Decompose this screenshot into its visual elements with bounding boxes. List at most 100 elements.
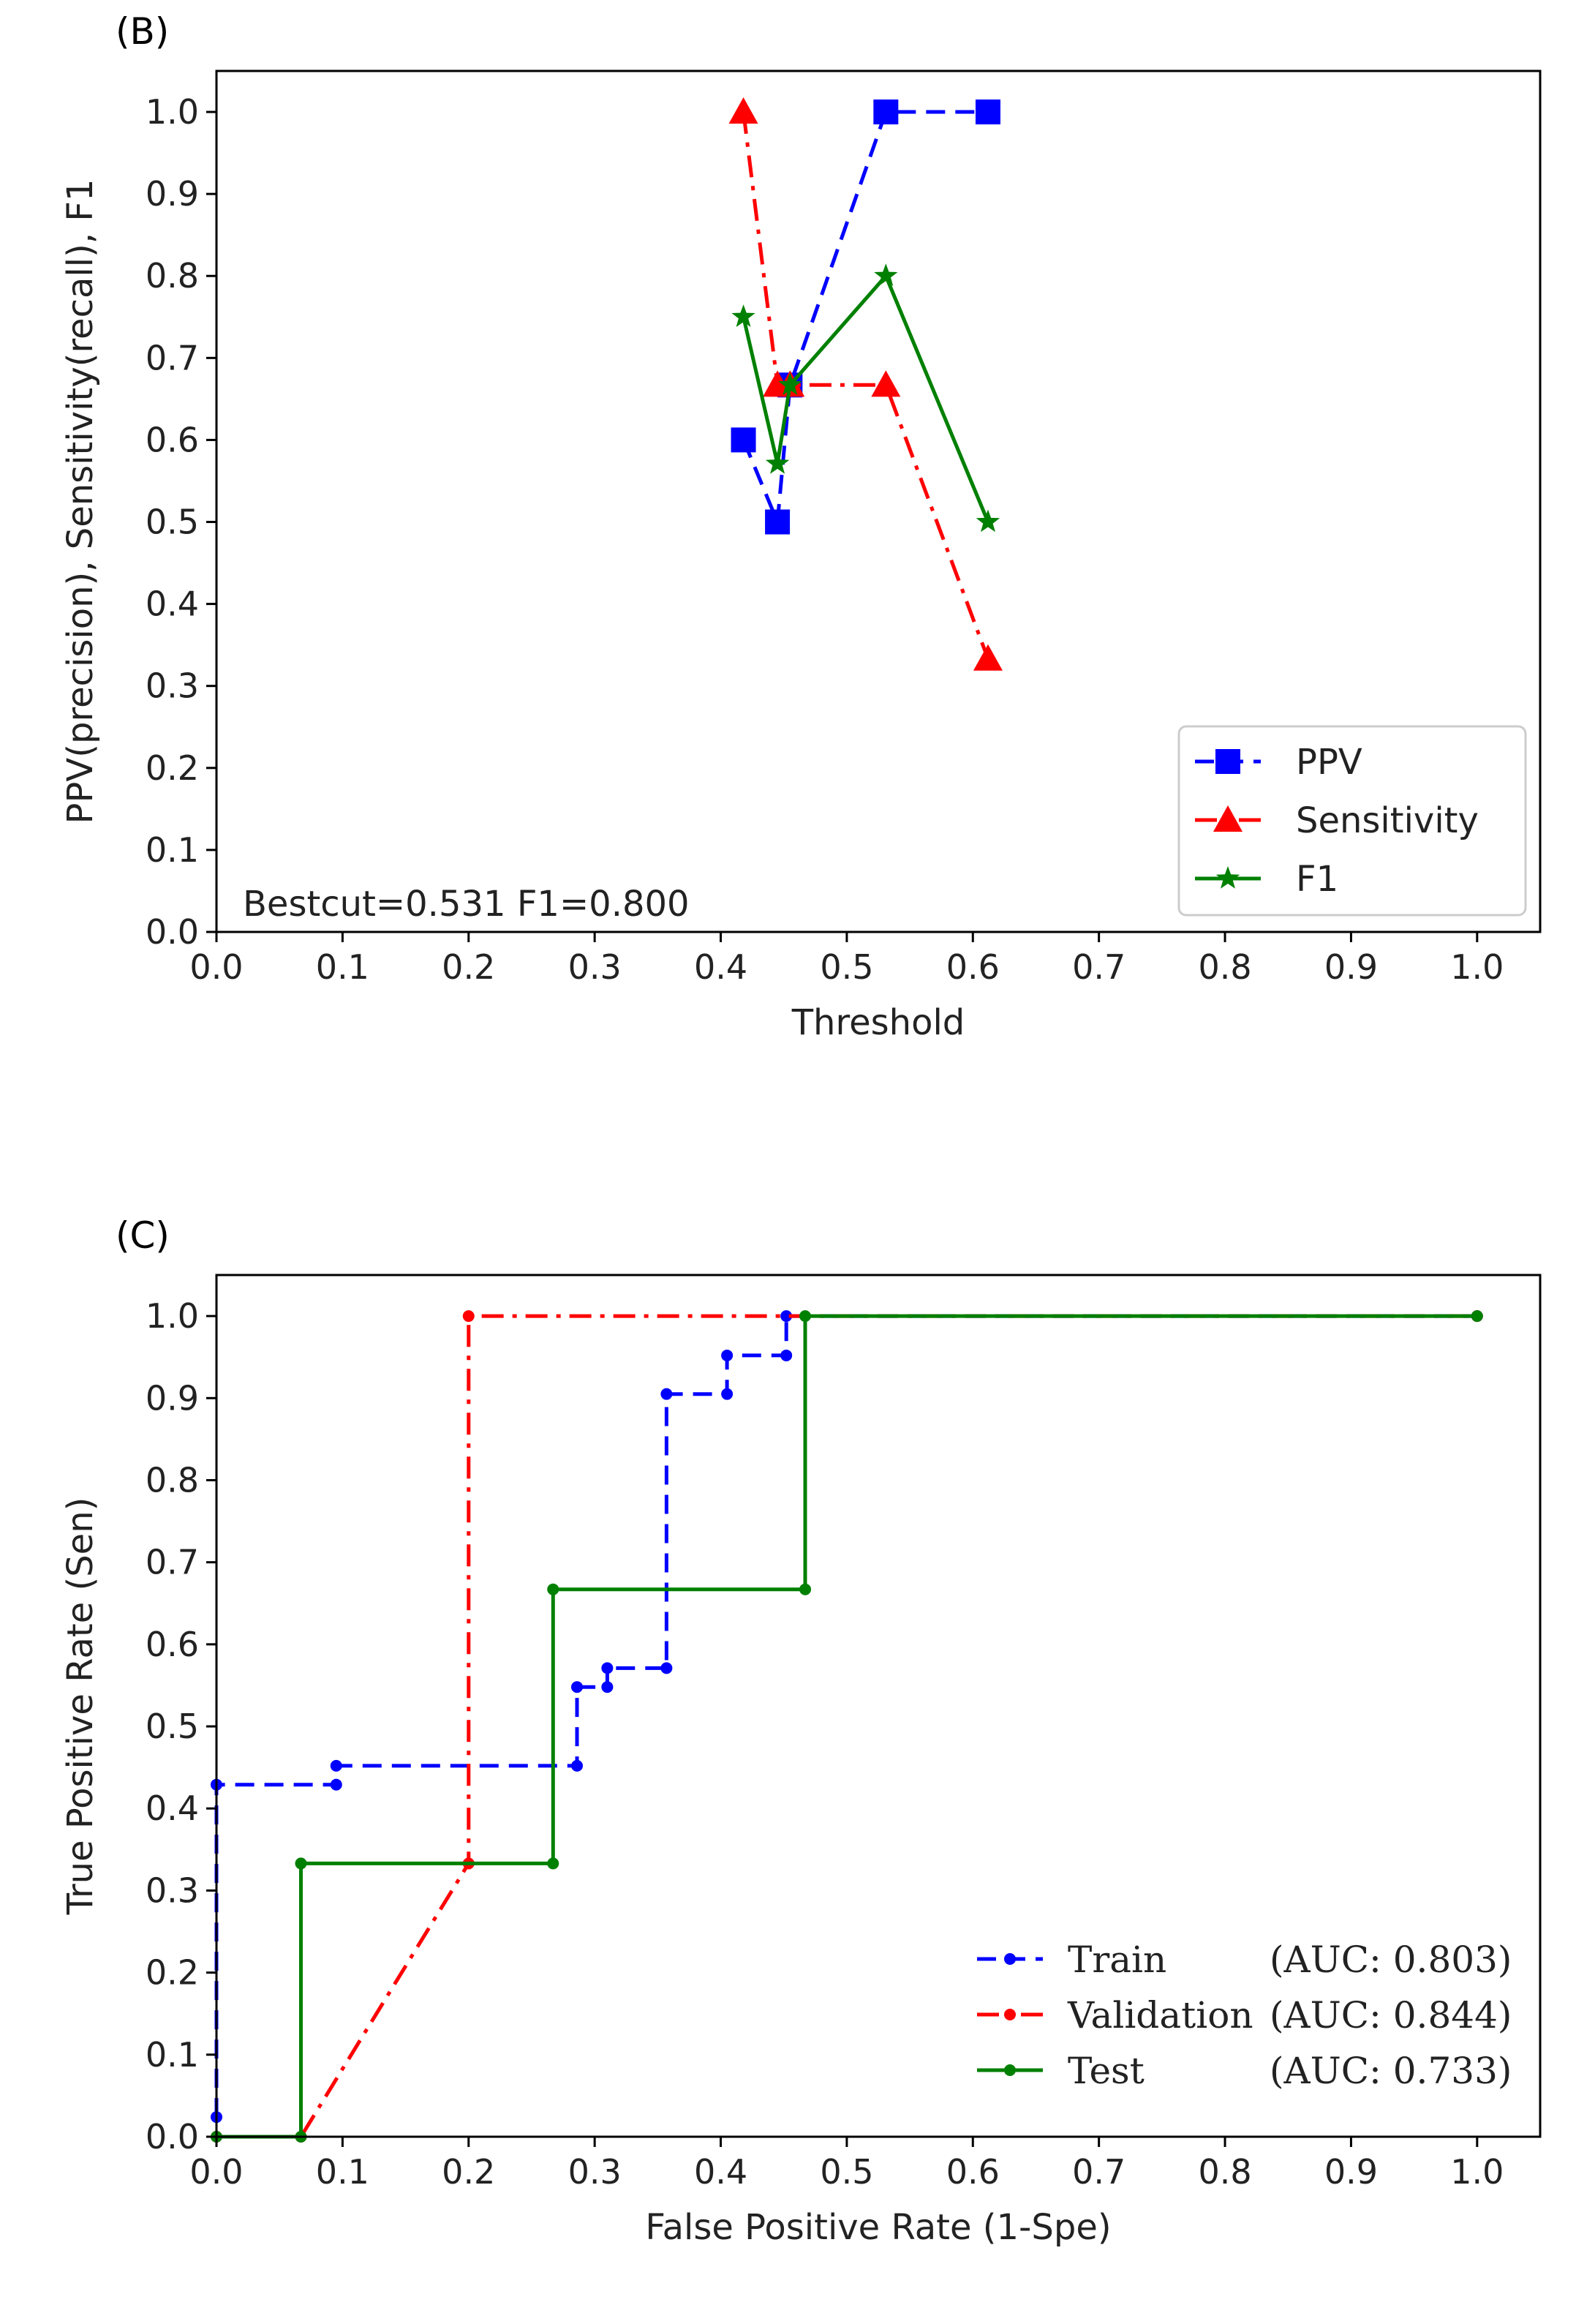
panel-b-ppv-point bbox=[873, 99, 899, 125]
panel-c-x-tick-label: 0.1 bbox=[316, 2152, 369, 2192]
panel-b-legend-f1-marker bbox=[1215, 866, 1240, 889]
panel-c-train-point bbox=[660, 1388, 673, 1400]
panel-c-validation-point bbox=[462, 1310, 475, 1323]
panel-c-test-line bbox=[216, 1314, 1477, 2139]
panel-c-y-tick-label: 0.6 bbox=[146, 1625, 199, 1664]
panel-c-x-tick-label: 0.8 bbox=[1198, 2152, 1251, 2192]
panel-b-f1-point bbox=[731, 304, 755, 327]
panel-c-test-point bbox=[295, 1857, 307, 1870]
panel-b-x-tick-label: 0.9 bbox=[1324, 947, 1378, 987]
panel-b-legend-ppv-marker bbox=[1215, 749, 1240, 774]
panel-c-legend-validation-auc: (AUC: 0.844) bbox=[1270, 1994, 1512, 2037]
panel-b-legend-f1-label: F1 bbox=[1296, 859, 1338, 900]
panel-b-y-tick-label: 0.3 bbox=[146, 666, 199, 706]
panel-c-test-point bbox=[799, 1583, 812, 1595]
panel-b-x-tick-label: 1.0 bbox=[1450, 947, 1504, 987]
panel-b-y-tick-label: 0.5 bbox=[146, 503, 199, 542]
panel-c-test-point bbox=[1471, 1310, 1483, 1323]
panel-c-legend-test-marker bbox=[1004, 2064, 1016, 2076]
panel-c-label: (C) bbox=[116, 1214, 170, 1257]
panel-b-x-tick-label: 0.1 bbox=[316, 947, 369, 987]
panel-b-f1-point bbox=[765, 451, 790, 474]
panel-b-ppv-point bbox=[975, 99, 1000, 125]
panel-c-legend-train-marker bbox=[1004, 1953, 1016, 1965]
panel-c: (C) 0.0 0.1 0.2 0.3 0.4 0.5 0.6 0.7 0.8 0.9 1.00.0… bbox=[60, 1214, 1542, 2248]
panel-b-ppv-point bbox=[765, 509, 791, 535]
panel-b-plot bbox=[728, 97, 1003, 671]
panel-c-y-tick-label: 0.3 bbox=[146, 1870, 199, 1910]
panel-c-x-tick-label: 0.3 bbox=[568, 2152, 622, 2192]
panel-c-x-axis-label: False Positive Rate (1-Spe) bbox=[645, 2207, 1111, 2248]
panel-c-x-tick-label: 0.5 bbox=[820, 2152, 873, 2192]
panel-c-y-tick-label: 0.8 bbox=[146, 1460, 199, 1500]
panel-c-test-point bbox=[547, 1857, 559, 1870]
panel-c-y-tick-label: 1.0 bbox=[146, 1296, 199, 1336]
panel-b-legend-sensitivity-marker bbox=[1213, 805, 1243, 832]
panel-c-y-tick-label: 0.4 bbox=[146, 1789, 199, 1828]
panel-c-legend-train-label: Train bbox=[1068, 1938, 1166, 1981]
panel-b-y-tick-label: 1.0 bbox=[146, 92, 199, 132]
panel-b-frame bbox=[215, 69, 1542, 933]
panel-b-y-tick-label: 0.2 bbox=[146, 748, 199, 788]
panel-c-x-tick-label: 0.6 bbox=[946, 2152, 1000, 2192]
panel-c-train-point bbox=[601, 1662, 614, 1674]
panel-b-sensitivity-line bbox=[742, 111, 990, 660]
panel-c-x-tick-label: 0.7 bbox=[1072, 2152, 1125, 2192]
panel-c-legend-test-auc: (AUC: 0.733) bbox=[1270, 2050, 1512, 2092]
panel-b-legend-sensitivity-label: Sensitivity bbox=[1296, 800, 1479, 841]
panel-b-x-tick-label: 0.8 bbox=[1198, 947, 1251, 987]
panel-c-legend-test-label: Test bbox=[1068, 2050, 1145, 2092]
panel-c-y-tick-label: 0.0 bbox=[146, 2117, 199, 2156]
panel-c-train-point bbox=[571, 1681, 584, 1693]
panel-c-x-tick-label: 0.0 bbox=[189, 2152, 243, 2192]
panel-b-ticks: 0.0 0.1 0.2 0.3 0.4 0.5 0.6 0.7 0.8 0.9 1.0 0.0 0.1 0… bbox=[146, 92, 1504, 987]
panel-c-x-tick-label: 0.4 bbox=[694, 2152, 747, 2192]
panel-c-test-point bbox=[547, 1583, 559, 1595]
panel-b-x-tick-label: 0.6 bbox=[946, 947, 1000, 987]
panel-b-label: (B) bbox=[116, 10, 169, 53]
panel-c-x-tick-label: 1.0 bbox=[1450, 2152, 1504, 2192]
panel-c-train-point bbox=[721, 1349, 734, 1361]
panel-c-y-tick-label: 0.7 bbox=[146, 1543, 199, 1582]
panel-c-ticks: 0.0 0.1 0.2 0.3 0.4 0.5 0.6 0.7 0.8 0.9 1.0 0.0 0.1 0… bbox=[146, 1296, 1504, 2192]
panel-b-legend-box bbox=[1177, 725, 1527, 917]
panel-c-train-point bbox=[780, 1349, 793, 1361]
panel-b-x-axis-label: Threshold bbox=[791, 1002, 965, 1043]
panel-c-y-tick-label: 0.2 bbox=[146, 1953, 199, 1993]
panel-b-x-tick-label: 0.3 bbox=[568, 947, 622, 987]
panel-c-train-point bbox=[660, 1662, 673, 1674]
panel-b-f1-point bbox=[874, 263, 898, 286]
panel-b-y-tick-label: 0.9 bbox=[146, 174, 199, 214]
panel-c-train-point bbox=[780, 1310, 793, 1323]
panel-c-legend: Train (AUC: 0.803) Validation (AUC: 0.844) T… bbox=[977, 1938, 1512, 2092]
panel-c-y-axis-label: True Positive Rate (Sen) bbox=[60, 1497, 101, 1916]
panel-b-x-tick-label: 0.5 bbox=[820, 947, 873, 987]
panel-c-x-tick-label: 0.2 bbox=[442, 2152, 495, 2192]
panel-b-ppv-line bbox=[742, 110, 988, 524]
panel-c-legend-validation-label: Validation bbox=[1067, 1994, 1253, 2037]
panel-b-sensitivity-point bbox=[728, 97, 758, 124]
panel-c-train-point bbox=[571, 1759, 584, 1772]
panel-b-y-tick-label: 0.6 bbox=[146, 420, 199, 459]
panel-b-x-tick-label: 0.0 bbox=[189, 947, 243, 987]
panel-b-y-tick-label: 0.4 bbox=[146, 584, 199, 624]
panel-c-y-tick-label: 0.1 bbox=[146, 2035, 199, 2075]
panel-b-ppv-point bbox=[731, 427, 756, 453]
panel-b: (B) 0.0 0.1 0.2 0.3 0.4 0.5 0.6 0.7 0.8 0.9 1.00.0… bbox=[60, 10, 1542, 1043]
panel-c-legend-train-auc: (AUC: 0.803) bbox=[1270, 1938, 1512, 1981]
panel-c-train-point bbox=[721, 1388, 734, 1400]
panel-b-x-tick-label: 0.4 bbox=[694, 947, 747, 987]
panel-c-frame bbox=[215, 1274, 1542, 2138]
panel-b-y-tick-label: 0.1 bbox=[146, 830, 199, 870]
panel-c-legend-validation-marker bbox=[1004, 2009, 1016, 2020]
panel-c-train-point bbox=[601, 1681, 614, 1693]
panel-b-bestcut-annotation: Bestcut=0.531 F1=0.800 bbox=[243, 884, 690, 925]
panel-c-y-tick-label: 0.5 bbox=[146, 1707, 199, 1746]
panel-b-sensitivity-point bbox=[973, 644, 1003, 671]
panel-c-train-point bbox=[330, 1759, 342, 1772]
panel-c-test-point bbox=[799, 1310, 812, 1323]
panel-b-y-tick-label: 0.8 bbox=[146, 256, 199, 296]
panel-b-f1-point bbox=[778, 372, 802, 396]
panel-b-x-tick-label: 0.7 bbox=[1072, 947, 1125, 987]
